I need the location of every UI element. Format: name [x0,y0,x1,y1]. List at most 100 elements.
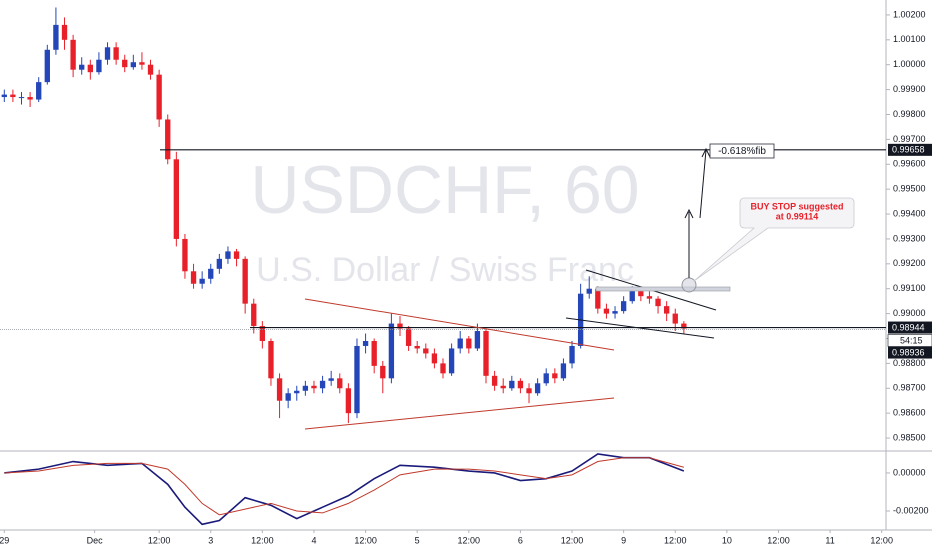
candle-body [414,345,420,349]
candle-body [629,291,635,302]
candle-body [638,291,644,297]
trend-line [304,298,615,351]
y-tick-label: 0.99600 [893,159,926,169]
y-tick-label: 0.98500 [893,432,926,442]
fib-label-box [709,143,775,159]
candle-body [70,39,76,70]
x-tick-label: 12:00 [561,535,584,545]
candle-body [156,74,162,120]
indicator-line [4,453,685,526]
candle-body [448,348,455,374]
candle-body [405,328,412,346]
candle-body [620,301,627,312]
x-tick-label: 12:00 [870,535,893,545]
candle-body [311,385,317,389]
candle-body [87,64,93,73]
candle-body [500,385,506,389]
candle-body [139,62,145,65]
candle-body [328,378,334,381]
candle-body [440,363,446,374]
candle-body [569,345,575,364]
candle-body [122,59,128,68]
candle-body [208,268,214,279]
candle-body [96,59,102,73]
price-badge [888,143,932,156]
x-tick-label: 9 [621,535,626,545]
candle-body [233,251,240,259]
candle-body [388,323,395,379]
candle-body [371,340,377,366]
y-tick-label: 0.98800 [893,358,926,368]
x-tick-label: 10 [722,535,732,545]
candle-body [457,338,463,349]
y-tick-label: 0.99700 [893,134,926,144]
last-price-label: 0.98936 [892,347,925,357]
buy-stop-marker [681,277,697,293]
candle-body [251,303,257,327]
candle-body [18,97,25,99]
candle-body [104,47,111,60]
channel-line [565,317,715,339]
x-tick-label: 6 [518,535,523,545]
y-tick-label: 0.99500 [893,184,926,194]
candle-body [27,97,33,100]
x-tick-label: 12:00 [354,535,377,545]
candle-body [362,340,369,346]
candle-body [612,311,618,314]
candle-body [337,378,343,389]
y-tick-label: 1.00100 [893,34,926,44]
candle-body [147,64,154,75]
x-tick-label: 12:00 [148,535,171,545]
fib-label: -0.618%fib [718,146,766,157]
y-tick-label: 0.00000 [893,467,926,477]
candle-body [36,82,42,100]
candle-body [466,338,472,349]
x-tick-label: 12:00 [664,535,687,545]
candle-body [319,380,326,389]
candle-body [681,323,687,329]
candle-body [560,363,567,379]
candle-body [276,378,283,401]
candle-body [586,288,592,294]
x-tick-label: 11 [825,535,834,545]
y-tick-label: 0.99900 [893,84,926,94]
buy-stop-zone [595,286,731,292]
watermark: USDCHF, 60 [250,152,639,228]
candle-body [534,383,541,394]
candle-body [552,373,558,379]
candle-body [10,94,16,98]
x-tick-label: 12:00 [767,535,790,545]
x-tick-label: 29 [0,535,9,545]
candle-body [259,326,266,341]
candle-body [474,331,481,349]
x-tick-label: 3 [208,535,213,545]
countdown: 54:15 [900,335,923,345]
projection-arrow [699,149,707,219]
candle-body [397,323,403,329]
candle-body [543,373,549,384]
y-tick-label: 0.99000 [893,308,926,318]
candle-body [268,340,274,379]
candle-body [663,306,670,314]
y-tick-label: 0.98600 [893,408,926,418]
candle-body [483,331,489,376]
candle-body [44,49,50,83]
candle-body [302,385,309,391]
arrow-head [684,208,694,219]
x-tick-label: 12:00 [458,535,481,545]
x-tick-label: Dec [87,535,104,545]
trend-line [304,397,615,430]
drawings: -0.618%fib BUY STOP suggested at 0.99114 [304,143,855,430]
candle-body [655,298,661,307]
candle-body [199,278,205,284]
candle-body [225,251,231,259]
y-tick-label: 0.99100 [893,283,926,293]
candle-body [646,296,653,299]
y-tick-label: 1.00200 [893,9,926,19]
candle-body [182,238,188,272]
indicator-line [4,457,684,516]
x-tick-label: 12:00 [251,535,274,545]
